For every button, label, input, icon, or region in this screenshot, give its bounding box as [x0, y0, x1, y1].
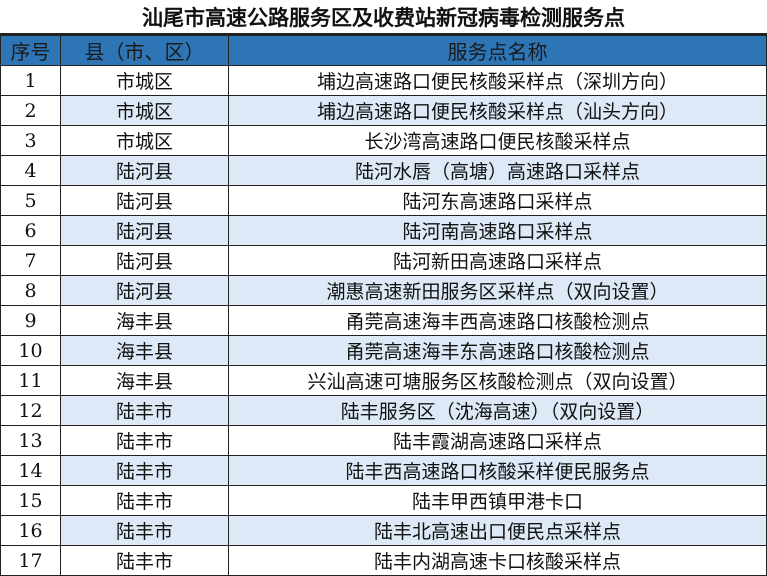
cell-county: 陆丰市 [60, 545, 229, 576]
cell-service-point: 陆河南高速路口采样点 [228, 215, 767, 246]
table-row: 17 陆丰市 陆丰内湖高速卡口核酸采样点 [0, 545, 767, 576]
cell-service-point: 陆丰霞湖高速路口采样点 [228, 425, 767, 456]
table-row: 9 海丰县 甬莞高速海丰西高速路口核酸检测点 [0, 305, 767, 336]
table-row: 4 陆河县 陆河水唇（高塘）高速路口采样点 [0, 155, 767, 186]
table-row: 3 市城区 长沙湾高速路口便民核酸采样点 [0, 125, 767, 156]
table-row: 11 海丰县 兴汕高速可塘服务区核酸检测点（双向设置） [0, 365, 767, 396]
cell-county: 陆丰市 [60, 425, 229, 456]
table-row: 5 陆河县 陆河东高速路口采样点 [0, 185, 767, 216]
cell-index: 13 [0, 425, 61, 456]
cell-county: 海丰县 [60, 365, 229, 396]
cell-county: 陆丰市 [60, 515, 229, 546]
cell-service-point: 长沙湾高速路口便民核酸采样点 [228, 125, 767, 156]
table-row: 6 陆河县 陆河南高速路口采样点 [0, 215, 767, 246]
cell-county: 陆丰市 [60, 485, 229, 516]
cell-index: 5 [0, 185, 61, 216]
cell-index: 15 [0, 485, 61, 516]
cell-service-point: 潮惠高速新田服务区采样点（双向设置） [228, 275, 767, 306]
cell-index: 4 [0, 155, 61, 186]
cell-index: 1 [0, 65, 61, 96]
cell-index: 2 [0, 95, 61, 126]
cell-service-point: 兴汕高速可塘服务区核酸检测点（双向设置） [228, 365, 767, 396]
cell-county: 陆丰市 [60, 395, 229, 426]
table-row: 7 陆河县 陆河新田高速路口采样点 [0, 245, 767, 276]
cell-county: 陆河县 [60, 185, 229, 216]
cell-service-point: 陆河新田高速路口采样点 [228, 245, 767, 276]
cell-service-point: 埔边高速路口便民核酸采样点（深圳方向） [228, 65, 767, 96]
cell-service-point: 陆丰内湖高速卡口核酸采样点 [228, 545, 767, 576]
cell-service-point: 埔边高速路口便民核酸采样点（汕头方向） [228, 95, 767, 126]
cell-service-point: 陆河东高速路口采样点 [228, 185, 767, 216]
table-row: 14 陆丰市 陆丰西高速路口核酸采样便民服务点 [0, 455, 767, 486]
cell-service-point: 甬莞高速海丰东高速路口核酸检测点 [228, 335, 767, 366]
cell-service-point: 甬莞高速海丰西高速路口核酸检测点 [228, 305, 767, 336]
cell-index: 14 [0, 455, 61, 486]
cell-service-point: 陆丰服务区（沈海高速）（双向设置） [228, 395, 767, 426]
cell-index: 16 [0, 515, 61, 546]
cell-county: 市城区 [60, 65, 229, 96]
cell-county: 海丰县 [60, 335, 229, 366]
cell-county: 陆河县 [60, 215, 229, 246]
cell-index: 17 [0, 545, 61, 576]
header-row: 序号 县（市、区） 服务点名称 [0, 35, 767, 66]
cell-county: 陆河县 [60, 275, 229, 306]
cell-index: 11 [0, 365, 61, 396]
cell-index: 9 [0, 305, 61, 336]
table-row: 12 陆丰市 陆丰服务区（沈海高速）（双向设置） [0, 395, 767, 426]
header-name: 服务点名称 [228, 35, 767, 66]
cell-county: 市城区 [60, 95, 229, 126]
cell-service-point: 陆丰北高速出口便民点采样点 [228, 515, 767, 546]
table-row: 2 市城区 埔边高速路口便民核酸采样点（汕头方向） [0, 95, 767, 126]
cell-service-point: 陆河水唇（高塘）高速路口采样点 [228, 155, 767, 186]
cell-index: 10 [0, 335, 61, 366]
table-row: 13 陆丰市 陆丰霞湖高速路口采样点 [0, 425, 767, 456]
cell-service-point: 陆丰甲西镇甲港卡口 [228, 485, 767, 516]
table-title: 汕尾市高速公路服务区及收费站新冠病毒检测服务点 [0, 0, 767, 35]
cell-county: 海丰县 [60, 305, 229, 336]
header-county: 县（市、区） [60, 35, 229, 66]
service-points-table: 序号 县（市、区） 服务点名称 1 市城区 埔边高速路口便民核酸采样点（深圳方向） 2… [0, 35, 767, 576]
cell-service-point: 陆丰西高速路口核酸采样便民服务点 [228, 455, 767, 486]
cell-index: 7 [0, 245, 61, 276]
table-row: 15 陆丰市 陆丰甲西镇甲港卡口 [0, 485, 767, 516]
cell-county: 陆河县 [60, 155, 229, 186]
cell-county: 陆丰市 [60, 455, 229, 486]
cell-index: 6 [0, 215, 61, 246]
header-index: 序号 [0, 35, 61, 66]
table-row: 8 陆河县 潮惠高速新田服务区采样点（双向设置） [0, 275, 767, 306]
table-row: 1 市城区 埔边高速路口便民核酸采样点（深圳方向） [0, 65, 767, 96]
cell-index: 8 [0, 275, 61, 306]
table-row: 10 海丰县 甬莞高速海丰东高速路口核酸检测点 [0, 335, 767, 366]
cell-index: 12 [0, 395, 61, 426]
cell-county: 市城区 [60, 125, 229, 156]
cell-county: 陆河县 [60, 245, 229, 276]
table-row: 16 陆丰市 陆丰北高速出口便民点采样点 [0, 515, 767, 546]
cell-index: 3 [0, 125, 61, 156]
